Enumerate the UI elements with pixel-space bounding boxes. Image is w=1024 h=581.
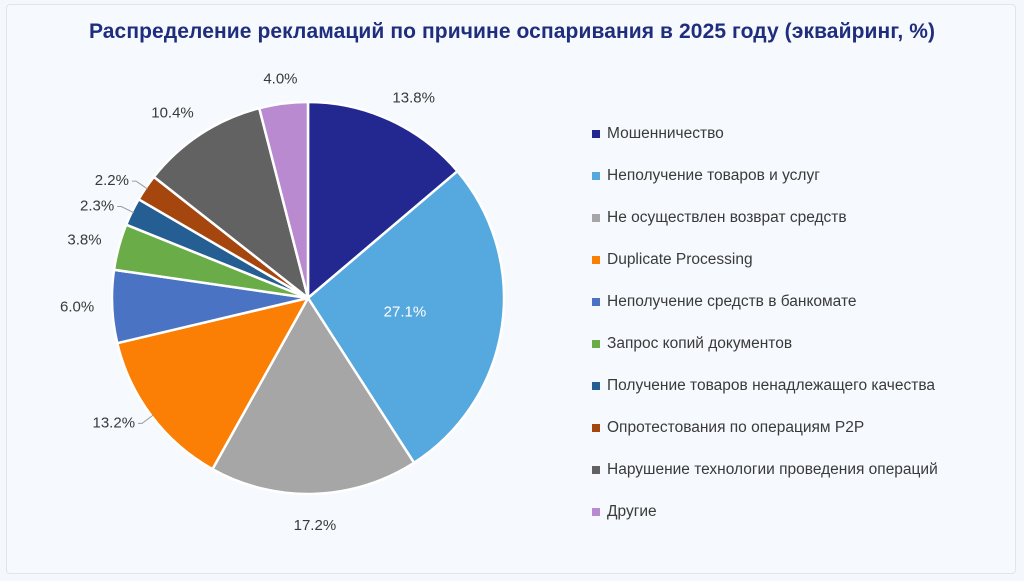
legend-label: Не осуществлен возврат средств <box>607 209 847 226</box>
legend-swatch <box>592 382 600 390</box>
legend-label: Duplicate Processing <box>607 251 753 268</box>
legend-item-4: Duplicate Processing <box>592 239 938 281</box>
data-label-6: 3.8% <box>67 232 101 249</box>
pie-slice-1 <box>306 100 459 300</box>
data-label-9: 10.4% <box>151 105 194 122</box>
legend-swatch <box>592 256 600 264</box>
pie-slice-10 <box>258 100 310 300</box>
legend-swatch <box>592 424 600 432</box>
data-label-7: 2.3% <box>80 197 114 214</box>
legend-swatch <box>592 172 600 180</box>
pie-slice-9 <box>152 106 310 300</box>
pie-slice-2 <box>306 169 506 465</box>
legend-label: Неполучение средств в банкомате <box>607 293 857 310</box>
legend-item-7: Получение товаров ненадлежащего качества <box>592 365 938 407</box>
legend-label: Другие <box>607 503 657 520</box>
legend-item-9: Нарушение технологии проведения операций <box>592 449 938 491</box>
data-label-2: 27.1% <box>384 303 427 320</box>
legend-swatch <box>592 130 600 138</box>
data-label-5: 6.0% <box>60 299 94 316</box>
legend-item-1: Мошенничество <box>592 113 938 155</box>
chart-legend: Мошенничество Неполучение товаров и услуг… <box>592 113 938 533</box>
legend-swatch <box>592 508 600 516</box>
pie-slice-3 <box>211 296 416 496</box>
legend-label: Нарушение технологии проведения операций <box>607 461 938 478</box>
legend-label: Опротестования по операциям P2P <box>607 419 865 436</box>
legend-label: Мошенничество <box>607 125 724 142</box>
leader-line-4 <box>138 414 154 424</box>
legend-label: Неполучение товаров и услуг <box>607 167 820 184</box>
data-label-4: 13.2% <box>93 414 136 431</box>
data-label-3: 17.2% <box>294 517 337 534</box>
data-label-8: 2.2% <box>95 172 129 189</box>
data-label-10: 4.0% <box>263 71 297 88</box>
legend-item-8: Опротестования по операциям P2P <box>592 407 938 449</box>
leader-line-7 <box>117 205 135 214</box>
legend-item-10: Другие <box>592 491 938 533</box>
data-label-1: 13.8% <box>392 89 435 106</box>
legend-item-3: Не осуществлен возврат средств <box>592 197 938 239</box>
legend-item-5: Неполучение средств в банкомате <box>592 281 938 323</box>
legend-label: Получение товаров ненадлежащего качества <box>607 377 936 394</box>
legend-label: Запрос копий документов <box>607 335 793 352</box>
legend-swatch <box>592 466 600 474</box>
chart-title: Распределение рекламаций по причине оспа… <box>88 20 936 43</box>
legend-item-6: Запрос копий документов <box>592 323 938 365</box>
legend-item-2: Неполучение товаров и услуг <box>592 155 938 197</box>
legend-swatch <box>592 298 600 306</box>
legend-swatch <box>592 214 600 222</box>
legend-swatch <box>592 340 600 348</box>
leader-line-8 <box>131 180 148 190</box>
